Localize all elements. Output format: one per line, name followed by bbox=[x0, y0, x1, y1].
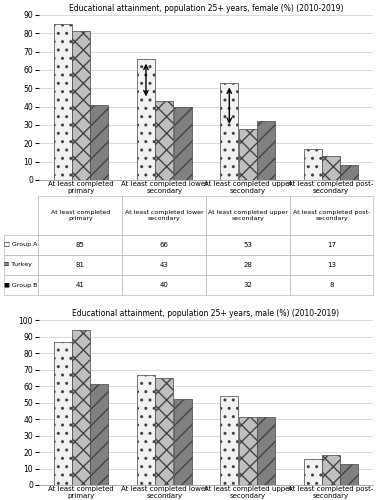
Bar bbox=[156, 378, 173, 485]
Bar bbox=[54, 24, 72, 180]
Bar bbox=[257, 418, 275, 485]
Bar bbox=[156, 101, 173, 180]
Title: Educational attainment, population 25+ years, male (%) (2010-2019): Educational attainment, population 25+ y… bbox=[72, 309, 340, 318]
Bar bbox=[221, 83, 238, 180]
Bar bbox=[72, 32, 90, 180]
Bar bbox=[137, 59, 155, 180]
Title: Educational attainment, population 25+ years, female (%) (2010-2019): Educational attainment, population 25+ y… bbox=[69, 4, 343, 13]
Bar bbox=[304, 149, 321, 180]
Bar bbox=[174, 106, 191, 180]
Bar bbox=[54, 342, 72, 485]
Bar bbox=[304, 458, 321, 485]
Bar bbox=[239, 128, 256, 180]
Bar bbox=[322, 156, 340, 180]
Bar bbox=[90, 105, 108, 180]
Bar bbox=[340, 166, 358, 180]
Bar bbox=[72, 330, 90, 485]
Bar bbox=[221, 396, 238, 485]
Bar bbox=[340, 464, 358, 485]
Bar bbox=[239, 418, 256, 485]
Bar bbox=[257, 122, 275, 180]
Bar bbox=[174, 399, 191, 485]
Bar bbox=[90, 384, 108, 485]
Bar bbox=[137, 374, 155, 485]
Bar bbox=[322, 456, 340, 485]
